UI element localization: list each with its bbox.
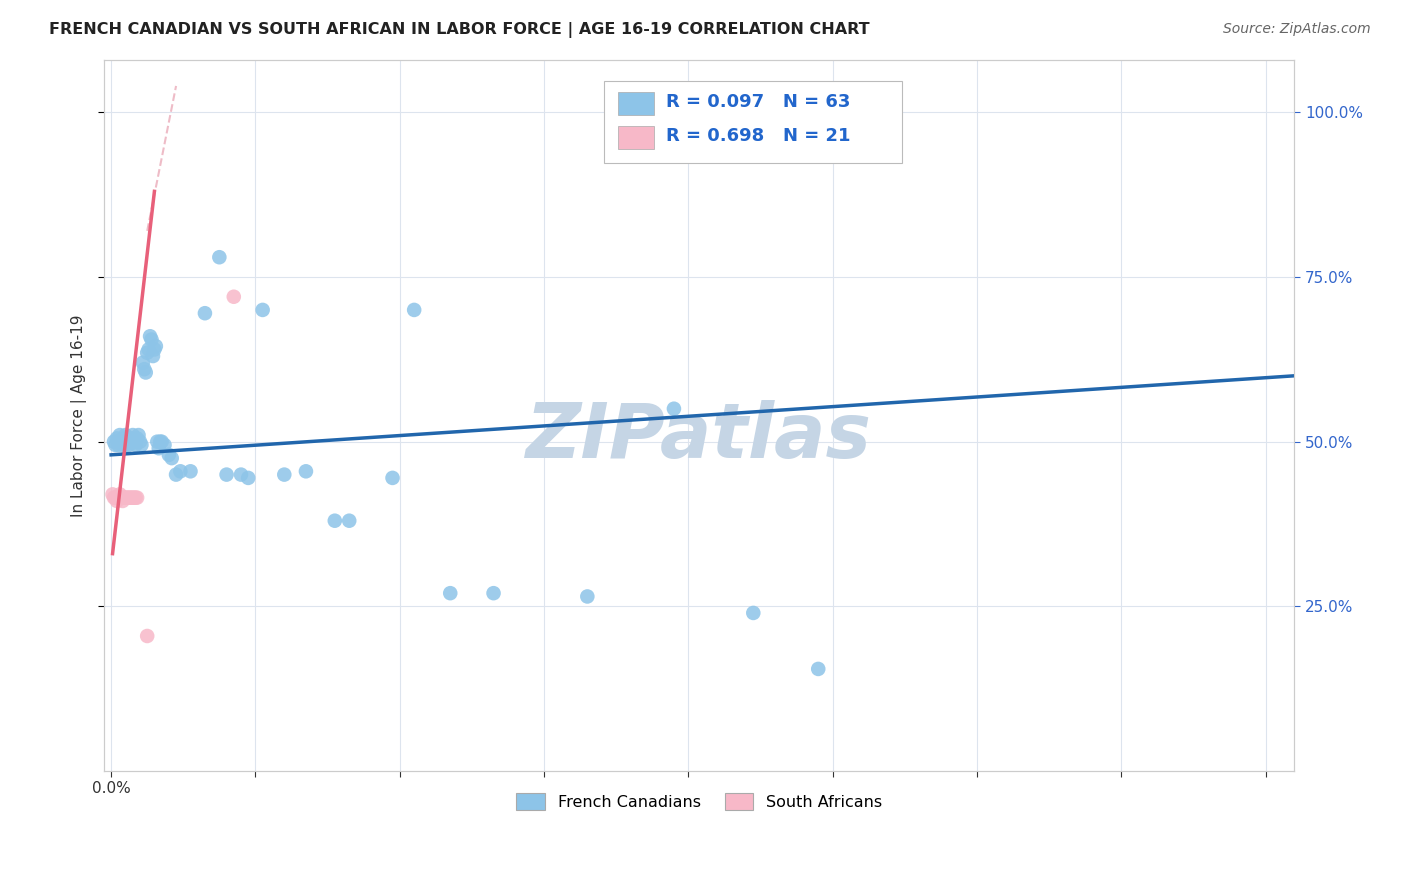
Point: [807, 662, 830, 676]
Point: [110, 434, 132, 448]
Text: Source: ZipAtlas.com: Source: ZipAtlas.com: [1223, 22, 1371, 37]
Point: [150, 434, 173, 449]
Point: [107, 434, 129, 449]
Point: [127, 491, 149, 505]
Point: [337, 514, 360, 528]
Point: [111, 438, 134, 452]
Text: ZIPatlas: ZIPatlas: [526, 400, 872, 474]
Point: [157, 448, 180, 462]
Point: [482, 586, 505, 600]
Point: [122, 491, 145, 505]
Point: [114, 428, 136, 442]
Point: [238, 471, 260, 485]
Text: R = 0.698   N = 21: R = 0.698 N = 21: [666, 128, 851, 145]
Point: [139, 329, 162, 343]
Point: [160, 451, 183, 466]
Point: [115, 431, 138, 445]
Point: [112, 431, 135, 445]
Point: [121, 428, 143, 442]
Point: [404, 302, 426, 317]
Point: [118, 491, 141, 505]
Point: [108, 487, 131, 501]
Point: [117, 434, 139, 449]
Point: [104, 438, 127, 452]
Point: [662, 401, 685, 416]
Point: [132, 356, 155, 370]
Point: [136, 345, 159, 359]
Point: [118, 434, 141, 449]
Point: [141, 333, 163, 347]
Point: [381, 471, 404, 485]
Point: [439, 586, 461, 600]
Point: [153, 438, 176, 452]
Point: [165, 467, 187, 482]
Point: [135, 366, 157, 380]
Point: [146, 434, 169, 449]
Point: [107, 491, 129, 505]
Point: [112, 491, 135, 505]
Point: [252, 302, 274, 317]
Point: [105, 431, 128, 445]
Text: R = 0.097   N = 63: R = 0.097 N = 63: [666, 94, 851, 112]
Point: [273, 467, 295, 482]
Point: [143, 343, 166, 357]
Point: [129, 434, 152, 449]
Point: [104, 491, 127, 505]
Bar: [619, 93, 654, 115]
Point: [323, 514, 346, 528]
Point: [142, 349, 165, 363]
Point: [105, 494, 128, 508]
Point: [114, 491, 136, 505]
Point: [127, 431, 149, 445]
Point: [103, 491, 125, 505]
Point: [120, 431, 142, 445]
FancyBboxPatch shape: [605, 81, 901, 162]
Point: [576, 590, 599, 604]
Point: [124, 438, 146, 452]
Point: [229, 467, 252, 482]
Legend: French Canadians, South Africans: French Canadians, South Africans: [510, 787, 889, 816]
Point: [145, 339, 167, 353]
Point: [222, 290, 245, 304]
Point: [149, 434, 172, 449]
Point: [134, 362, 156, 376]
Point: [107, 438, 129, 452]
Point: [108, 428, 131, 442]
Point: [124, 491, 146, 505]
Point: [122, 434, 145, 449]
Point: [110, 491, 132, 505]
Point: [107, 491, 129, 505]
Point: [103, 434, 125, 449]
Point: [117, 438, 139, 452]
Y-axis label: In Labor Force | Age 16-19: In Labor Force | Age 16-19: [72, 314, 87, 516]
Point: [131, 438, 153, 452]
Point: [128, 428, 150, 442]
Text: FRENCH CANADIAN VS SOUTH AFRICAN IN LABOR FORCE | AGE 16-19 CORRELATION CHART: FRENCH CANADIAN VS SOUTH AFRICAN IN LABO…: [49, 22, 870, 38]
Point: [117, 491, 139, 505]
Point: [215, 467, 238, 482]
Point: [111, 494, 134, 508]
Point: [295, 464, 318, 478]
Point: [742, 606, 765, 620]
Point: [136, 629, 159, 643]
Point: [138, 343, 160, 357]
Point: [194, 306, 217, 320]
Point: [120, 491, 142, 505]
Point: [169, 464, 191, 478]
Point: [110, 436, 132, 450]
Point: [148, 442, 170, 456]
Point: [208, 250, 231, 264]
Point: [115, 491, 138, 505]
Point: [121, 491, 143, 505]
Point: [121, 436, 143, 450]
Point: [101, 487, 124, 501]
Point: [179, 464, 201, 478]
Point: [114, 438, 136, 452]
Bar: [619, 126, 654, 149]
